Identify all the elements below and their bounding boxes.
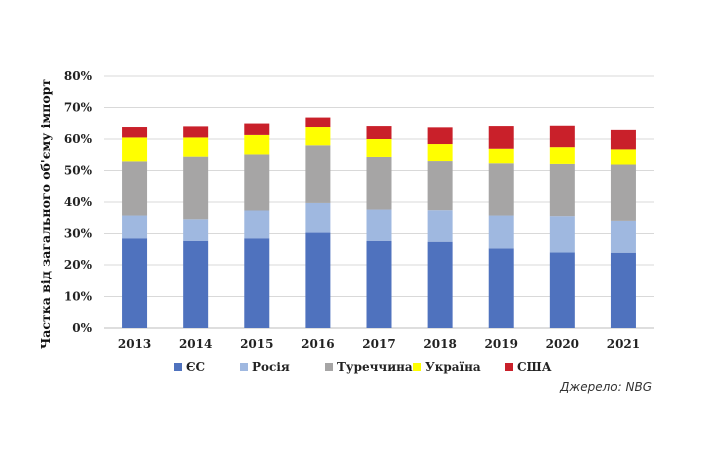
bar-segment xyxy=(488,148,514,164)
bar-segment xyxy=(427,127,453,145)
y-tick-label: 70% xyxy=(64,101,93,115)
bar-segment xyxy=(549,147,575,164)
y-tick-label: 40% xyxy=(64,195,93,209)
bar-segment xyxy=(366,126,392,139)
bar-segment xyxy=(610,252,636,328)
legend-label: Туреччина xyxy=(337,360,413,374)
y-axis-ticks: 0% 10% 20% 30% 40% 50% 60% 70% 80% xyxy=(64,69,93,335)
legend-label: Україна xyxy=(425,360,481,374)
y-axis-label: Частка від загального об'єму імпорт xyxy=(38,79,53,350)
bar-segment xyxy=(183,219,209,241)
bar-segment xyxy=(488,163,514,216)
legend-swatch xyxy=(240,363,248,371)
legend-swatch xyxy=(413,363,421,371)
bar-segment xyxy=(610,164,636,221)
bar-segment xyxy=(122,215,148,239)
bar-segment xyxy=(366,156,392,210)
legend-swatch xyxy=(325,363,333,371)
legend-swatch xyxy=(505,363,513,371)
bar-segment xyxy=(183,137,209,157)
bar-segment xyxy=(549,216,575,253)
bar-segment xyxy=(488,126,514,149)
bar-segment xyxy=(305,232,331,328)
bar-segment xyxy=(549,125,575,148)
y-tick-label: 10% xyxy=(64,290,93,304)
bar-segment xyxy=(610,220,636,253)
bar-segment xyxy=(183,156,209,220)
bar-segment xyxy=(366,209,392,241)
bar-segment xyxy=(366,139,392,157)
x-tick-label: 2014 xyxy=(179,337,212,351)
bar-segment xyxy=(305,127,331,146)
bar-segment xyxy=(549,252,575,328)
bar-segment xyxy=(244,134,270,155)
y-tick-label: 50% xyxy=(64,164,93,178)
bar-segment xyxy=(427,210,453,242)
legend-swatch xyxy=(174,363,182,371)
bar-segment xyxy=(488,248,514,328)
y-tick-label: 30% xyxy=(64,227,93,241)
legend-label: США xyxy=(517,360,552,374)
y-tick-label: 20% xyxy=(64,258,93,272)
bar-segment xyxy=(122,238,148,328)
y-tick-label: 60% xyxy=(64,132,93,146)
bar-segment xyxy=(427,144,453,162)
y-tick-label: 0% xyxy=(72,321,92,335)
bar-segment xyxy=(183,126,209,138)
bar-segment xyxy=(610,149,636,165)
x-axis-ticks: 2013 2014 2015 2016 2017 2018 2019 2020 2021 xyxy=(118,337,640,351)
bar-segment xyxy=(610,129,636,150)
legend-label: ЄС xyxy=(186,360,205,374)
x-tick-label: 2020 xyxy=(546,337,579,351)
bar-segment xyxy=(122,127,148,138)
bar-segment xyxy=(244,238,270,328)
x-tick-label: 2015 xyxy=(240,337,273,351)
bars xyxy=(122,117,636,328)
x-tick-label: 2017 xyxy=(362,337,395,351)
bar-segment xyxy=(305,202,331,233)
x-tick-label: 2019 xyxy=(485,337,518,351)
legend: ЄС Росія Туреччина Україна США xyxy=(174,360,552,374)
bar-segment xyxy=(305,117,331,128)
source-note: Джерело: NBG xyxy=(560,380,652,394)
bar-segment xyxy=(183,240,209,328)
bar-segment xyxy=(122,161,148,216)
bar-segment xyxy=(366,240,392,328)
bar-segment xyxy=(244,123,270,135)
bar-segment xyxy=(427,161,453,211)
y-tick-label: 80% xyxy=(64,69,93,83)
bar-segment xyxy=(122,137,148,162)
bar-segment xyxy=(488,215,514,249)
bar-segment xyxy=(427,241,453,328)
x-tick-label: 2018 xyxy=(423,337,456,351)
x-tick-label: 2021 xyxy=(607,337,640,351)
bar-segment xyxy=(549,163,575,217)
bar-segment xyxy=(244,154,270,211)
bar-segment xyxy=(305,145,331,203)
bar-segment xyxy=(244,210,270,239)
x-tick-label: 2013 xyxy=(118,337,151,351)
legend-label: Росія xyxy=(252,360,290,374)
x-tick-label: 2016 xyxy=(301,337,334,351)
